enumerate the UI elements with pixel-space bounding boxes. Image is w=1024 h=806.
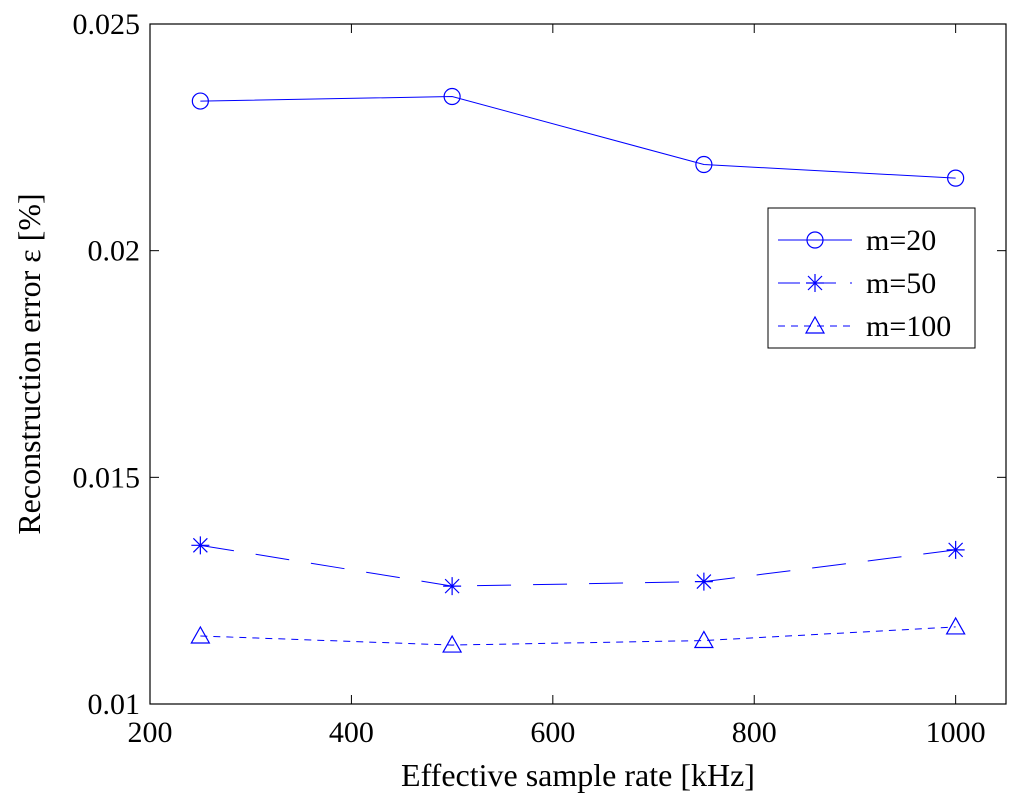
data-point-marker [694, 572, 713, 591]
axis-ticks: 200 400 600 800 1000 0.01 0.015 0.02 0.025 [73, 8, 1006, 749]
data-point-marker [695, 155, 713, 174]
data-point-marker [443, 87, 461, 106]
data-point-marker [442, 634, 463, 653]
data-point-marker [947, 169, 965, 187]
y-axis-label: Reconstruction error ε [%] [11, 193, 47, 534]
x-tick-label: 400 [329, 716, 374, 749]
series-line [200, 626, 956, 646]
y-tick-label: 0.025 [73, 8, 141, 41]
plot-frame [149, 23, 1007, 705]
legend-marker [806, 231, 824, 249]
legend-box [767, 207, 976, 349]
series-m=20 [191, 87, 965, 187]
series-line [200, 96, 956, 179]
data-point-marker [191, 536, 210, 555]
x-tick-label: 600 [530, 716, 575, 749]
legend-label: m=50 [866, 267, 936, 300]
legend-marker [804, 315, 826, 334]
legend-label: m=20 [866, 224, 936, 257]
x-tick-label: 200 [128, 716, 173, 749]
y-tick-label: 0.02 [88, 235, 141, 268]
y-tick-label: 0.01 [88, 688, 141, 721]
data-point-marker [191, 92, 209, 110]
series-m=100 [190, 616, 966, 653]
x-axis-label: Effective sample rate [kHz] [401, 757, 755, 793]
series-m=50 [191, 536, 965, 596]
x-tick-label: 800 [732, 716, 777, 749]
series-layer [190, 87, 966, 653]
data-point-marker [693, 630, 714, 649]
legend-marker [806, 274, 824, 292]
plot-area-border [149, 23, 1007, 705]
data-point-marker [945, 616, 966, 635]
y-tick-label: 0.015 [73, 461, 141, 494]
data-point-marker [190, 625, 211, 644]
data-point-marker [443, 577, 462, 596]
data-point-marker [946, 540, 965, 559]
series-line [200, 544, 956, 587]
x-tick-label: 1000 [926, 716, 986, 749]
legend-label: m=100 [866, 310, 951, 343]
legend: m=20 m=50 m=100 [767, 207, 976, 349]
